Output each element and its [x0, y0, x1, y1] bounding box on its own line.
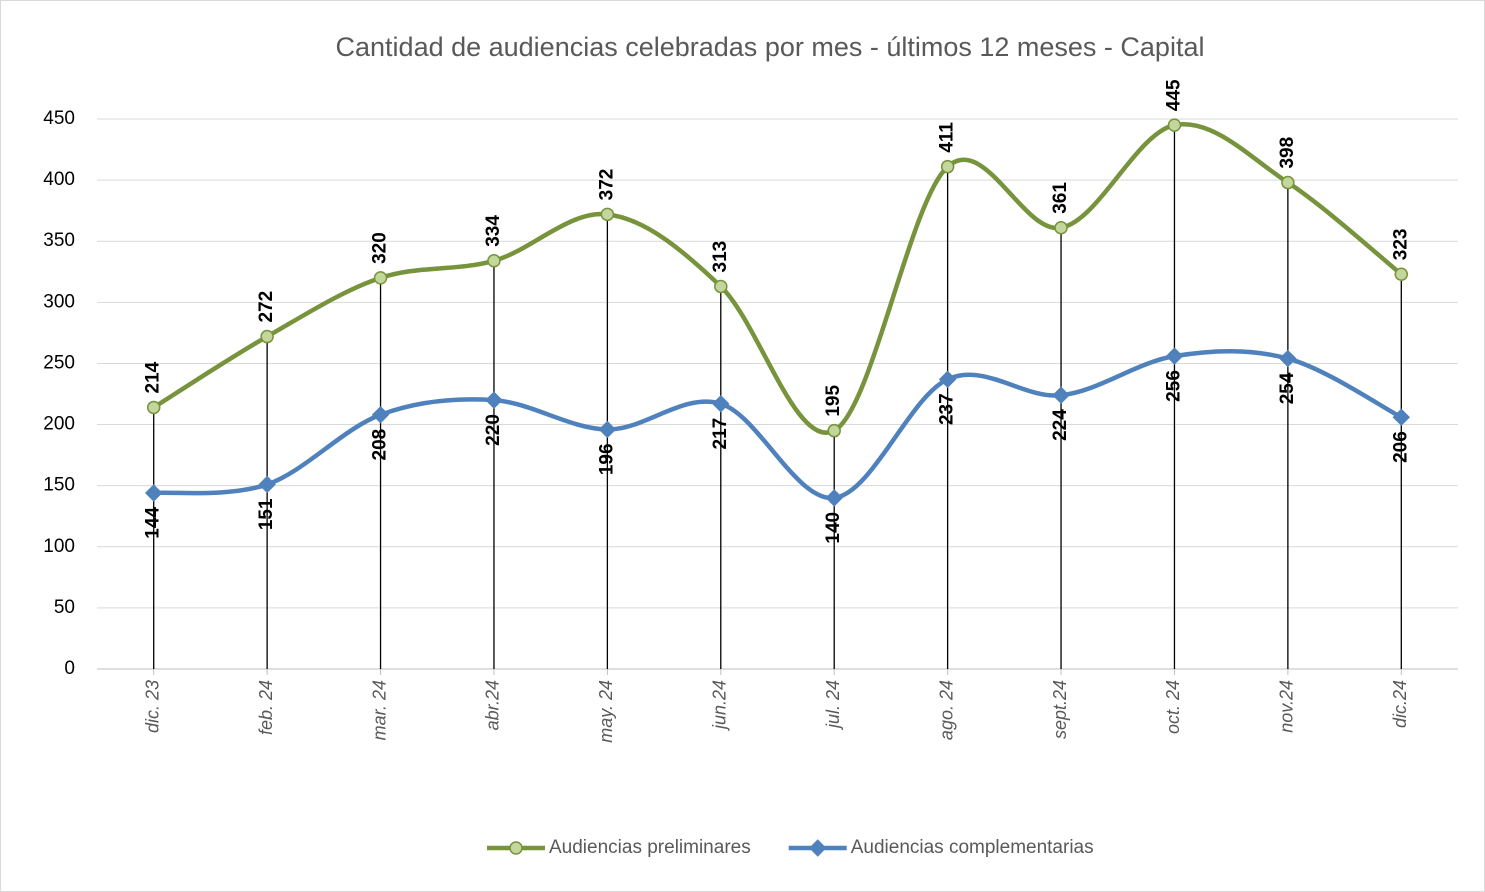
legend-marker: [509, 841, 523, 855]
data-point: [598, 420, 617, 439]
data-label: 372: [596, 169, 617, 201]
x-tick-label: abr.24: [483, 680, 503, 730]
x-tick-label: nov.24: [1277, 680, 1297, 733]
data-label: 151: [256, 498, 277, 530]
y-tick-label: 300: [43, 291, 75, 312]
data-label: 224: [1050, 409, 1071, 441]
data-label: 323: [1390, 229, 1411, 261]
data-label: 217: [710, 418, 731, 450]
legend-marker: [809, 839, 827, 857]
data-label: 237: [937, 393, 958, 425]
data-label: 313: [710, 241, 731, 273]
x-tick-label: dic. 23: [142, 680, 162, 733]
data-label: 140: [823, 512, 844, 544]
data-label: 206: [1390, 431, 1411, 463]
data-point: [712, 395, 730, 413]
data-label: 196: [596, 443, 617, 475]
x-tick-label: dic.24: [1390, 680, 1410, 728]
data-point: [1167, 118, 1182, 132]
data-label: 195: [823, 385, 844, 417]
data-label: 208: [370, 429, 391, 461]
data-point: [1281, 175, 1295, 190]
y-tick-label: 450: [43, 108, 75, 129]
data-point: [146, 400, 161, 415]
data-label: 256: [1163, 370, 1184, 402]
x-tick-label: ago. 24: [936, 680, 956, 740]
data-point: [940, 159, 955, 174]
data-point: [487, 254, 501, 268]
data-label: 398: [1277, 137, 1298, 169]
data-label: 334: [483, 215, 504, 247]
data-point: [145, 484, 163, 502]
x-tick-label: feb. 24: [256, 680, 276, 735]
data-label: 144: [143, 507, 164, 539]
data-label: 320: [370, 232, 391, 264]
y-tick-label: 100: [43, 536, 75, 557]
data-point: [1165, 347, 1184, 365]
data-point: [1052, 386, 1070, 404]
data-point: [260, 329, 274, 344]
data-label: 411: [937, 122, 958, 153]
data-point: [1392, 408, 1410, 426]
y-tick-label: 350: [43, 230, 75, 251]
y-tick-label: 250: [43, 352, 75, 373]
data-label: 361: [1050, 182, 1071, 214]
y-tick-label: 0: [64, 658, 75, 679]
legend-label: Audiencias complementarias: [851, 837, 1094, 858]
x-tick-label: jun.24: [710, 680, 730, 732]
x-tick-label: oct. 24: [1163, 680, 1183, 734]
data-point: [258, 475, 276, 494]
data-point: [371, 406, 390, 424]
data-point: [1054, 221, 1068, 235]
data-point: [600, 207, 615, 222]
chart-title: Cantidad de audiencias celebradas por me…: [336, 32, 1205, 62]
x-tick-label: jul. 24: [823, 680, 843, 731]
data-label: 220: [483, 414, 504, 446]
data-label: 214: [143, 361, 164, 393]
y-tick-label: 400: [43, 169, 75, 190]
data-label: 272: [256, 291, 277, 323]
data-point: [1394, 267, 1409, 281]
data-point: [714, 279, 728, 294]
data-point: [485, 391, 503, 409]
data-point: [373, 271, 388, 285]
data-label: 445: [1163, 79, 1184, 111]
data-point: [827, 423, 841, 438]
x-tick-label: mar. 24: [369, 680, 389, 740]
y-tick-label: 50: [54, 597, 75, 618]
y-tick-label: 200: [43, 414, 75, 435]
data-point: [938, 370, 957, 389]
y-tick-label: 150: [43, 475, 75, 496]
data-point: [1279, 349, 1297, 368]
data-label: 254: [1277, 372, 1298, 404]
x-tick-label: sept.24: [1050, 680, 1070, 739]
x-tick-label: may. 24: [596, 680, 616, 743]
legend-label: Audiencias preliminares: [549, 837, 751, 858]
data-point: [825, 489, 843, 507]
